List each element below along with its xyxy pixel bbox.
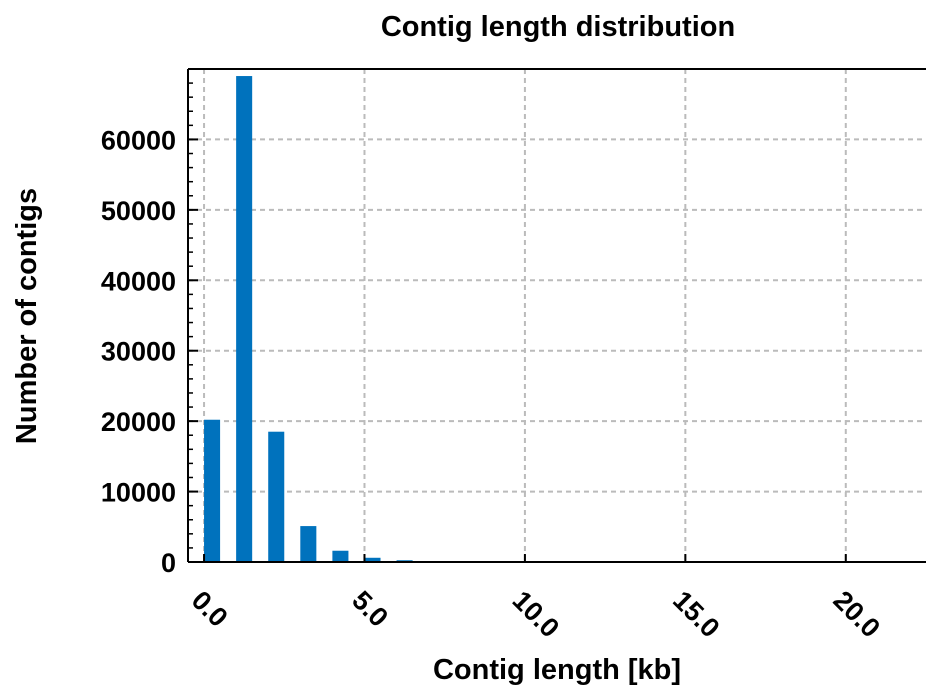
y-tick-label: 10000 [101, 478, 176, 508]
x-tick-label: 0.0 [186, 585, 234, 633]
x-tick-label: 15.0 [667, 585, 725, 643]
y-axis-label: Number of contigs [11, 188, 43, 444]
axes [187, 68, 926, 563]
bars [204, 76, 894, 563]
x-axis-label: Contig length [kb] [433, 654, 681, 685]
y-tick-label: 50000 [101, 196, 176, 226]
x-tick-label: 10.0 [507, 585, 565, 643]
x-tick-label: 20.0 [828, 585, 886, 643]
grid-lines [188, 69, 926, 562]
histogram-bar [236, 76, 253, 563]
x-tick-labels: 0.0 5.0 10.0 15.0 20.0 [186, 585, 886, 643]
chart-title: Contig length distribution [381, 11, 735, 43]
histogram-bar [268, 431, 285, 562]
x-tick-label: 5.0 [346, 585, 394, 633]
histogram-bar [204, 419, 221, 562]
y-tick-labels: 0 10000 20000 30000 40000 50000 60000 [101, 125, 176, 578]
y-tick-label: 0 [161, 548, 176, 578]
y-tick-label: 60000 [101, 125, 176, 155]
y-tick-label: 20000 [101, 407, 176, 437]
histogram-bar [300, 526, 317, 562]
histogram-bar [332, 550, 349, 562]
y-tick-label: 30000 [101, 337, 176, 367]
histogram-bar [364, 557, 381, 562]
y-tick-label: 40000 [101, 266, 176, 296]
